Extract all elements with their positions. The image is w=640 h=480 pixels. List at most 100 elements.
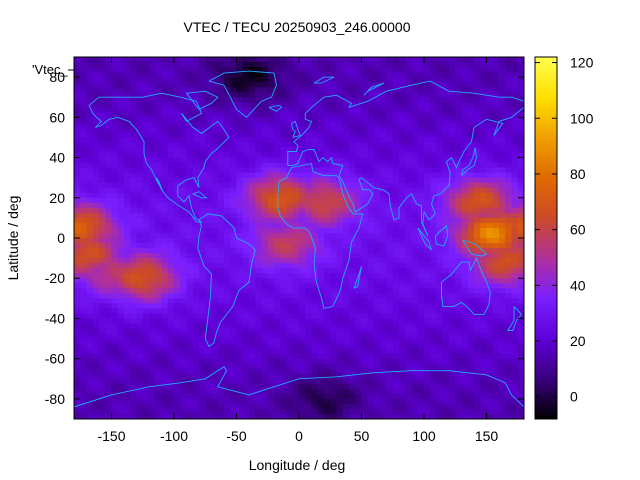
- heatmap-cell: [305, 162, 313, 169]
- heatmap-cell: [186, 338, 194, 345]
- heatmap-cell: [424, 137, 431, 144]
- heatmap-cell: [155, 243, 163, 249]
- heatmap-cell: [336, 378, 344, 385]
- heatmap-cell: [305, 232, 313, 239]
- heatmap-cell: [149, 258, 156, 264]
- heatmap-cell: [167, 348, 175, 355]
- heatmap-cell: [411, 207, 419, 214]
- heatmap-cell: [86, 132, 94, 139]
- heatmap-cell: [461, 152, 469, 159]
- heatmap-cell: [199, 87, 206, 93]
- heatmap-cell: [261, 328, 269, 335]
- heatmap-cell: [80, 87, 88, 93]
- heatmap-cell: [174, 248, 181, 254]
- heatmap-cell: [267, 82, 275, 88]
- heatmap-cell: [192, 278, 200, 284]
- heatmap-cell: [399, 248, 406, 254]
- heatmap-cell: [492, 132, 500, 139]
- heatmap-cell: [517, 288, 524, 294]
- heatmap-cell: [142, 363, 150, 370]
- heatmap-cell: [449, 358, 456, 365]
- heatmap-cell: [274, 353, 281, 360]
- heatmap-cell: [267, 398, 275, 405]
- heatmap-cell: [149, 268, 156, 274]
- heatmap-cell: [374, 162, 381, 169]
- heatmap-cell: [92, 232, 100, 239]
- heatmap-cell: [261, 238, 269, 244]
- heatmap-cell: [442, 187, 450, 194]
- heatmap-cell: [236, 137, 244, 144]
- heatmap-cell: [92, 338, 100, 345]
- heatmap-cell: [430, 268, 438, 274]
- heatmap-cell: [136, 278, 144, 284]
- heatmap-cell: [292, 323, 300, 330]
- heatmap-cell: [492, 72, 500, 78]
- heatmap-cell: [480, 278, 488, 284]
- heatmap-cell: [492, 368, 500, 375]
- heatmap-cell: [505, 393, 513, 400]
- heatmap-cell: [80, 328, 88, 335]
- heatmap-cell: [211, 308, 219, 315]
- heatmap-cell: [249, 368, 256, 375]
- heatmap-cell: [405, 268, 413, 274]
- heatmap-cell: [130, 388, 138, 395]
- heatmap-cell: [467, 232, 475, 239]
- heatmap-cell: [180, 207, 188, 214]
- heatmap-cell: [367, 378, 375, 385]
- heatmap-cell: [480, 368, 488, 375]
- heatmap-cell: [192, 72, 200, 78]
- heatmap-cell: [105, 353, 113, 360]
- heatmap-cell: [249, 378, 256, 385]
- heatmap-cell: [117, 147, 125, 154]
- heatmap-cell: [117, 137, 125, 144]
- heatmap-cell: [342, 308, 350, 315]
- heatmap-cell: [155, 182, 163, 189]
- heatmap-cell: [242, 97, 250, 103]
- heatmap-cell: [311, 298, 319, 304]
- heatmap-cell: [80, 197, 88, 204]
- heatmap-cell: [455, 283, 463, 289]
- heatmap-cell: [149, 238, 156, 244]
- heatmap-cell: [386, 217, 394, 224]
- heatmap-cell: [155, 253, 163, 259]
- heatmap-cell: [167, 353, 175, 360]
- heatmap-cell: [342, 258, 350, 264]
- heatmap-cell: [492, 77, 500, 83]
- heatmap-cell: [324, 132, 331, 139]
- heatmap-cell: [430, 142, 438, 149]
- heatmap-cell: [124, 147, 131, 154]
- heatmap-cell: [430, 263, 438, 269]
- heatmap-cell: [311, 373, 319, 380]
- heatmap-cell: [167, 182, 175, 189]
- heatmap-cell: [249, 182, 256, 189]
- heatmap-cell: [311, 227, 319, 234]
- heatmap-cell: [399, 67, 406, 73]
- heatmap-cell: [317, 288, 325, 294]
- heatmap-cell: [217, 388, 225, 395]
- heatmap-cell: [455, 318, 463, 325]
- heatmap-cell: [330, 192, 338, 199]
- heatmap-cell: [230, 182, 238, 189]
- heatmap-cell: [367, 328, 375, 335]
- heatmap-cell: [130, 328, 138, 335]
- heatmap-cell: [361, 157, 369, 164]
- heatmap-cell: [105, 263, 113, 269]
- heatmap-cell: [124, 368, 131, 375]
- heatmap-cell: [80, 157, 88, 164]
- heatmap-cell: [224, 278, 231, 284]
- heatmap-cell: [324, 268, 331, 274]
- heatmap-cell: [217, 298, 225, 304]
- heatmap-cell: [342, 263, 350, 269]
- heatmap-cell: [317, 162, 325, 169]
- heatmap-cell: [261, 57, 269, 63]
- heatmap-cell: [405, 127, 413, 134]
- heatmap-cell: [486, 253, 494, 259]
- heatmap-cell: [261, 162, 269, 169]
- heatmap-cell: [149, 243, 156, 249]
- heatmap-cell: [242, 383, 250, 390]
- heatmap-cell: [342, 348, 350, 355]
- heatmap-cell: [367, 147, 375, 154]
- heatmap-cell: [467, 127, 475, 134]
- heatmap-cell: [405, 308, 413, 315]
- heatmap-cell: [336, 313, 344, 320]
